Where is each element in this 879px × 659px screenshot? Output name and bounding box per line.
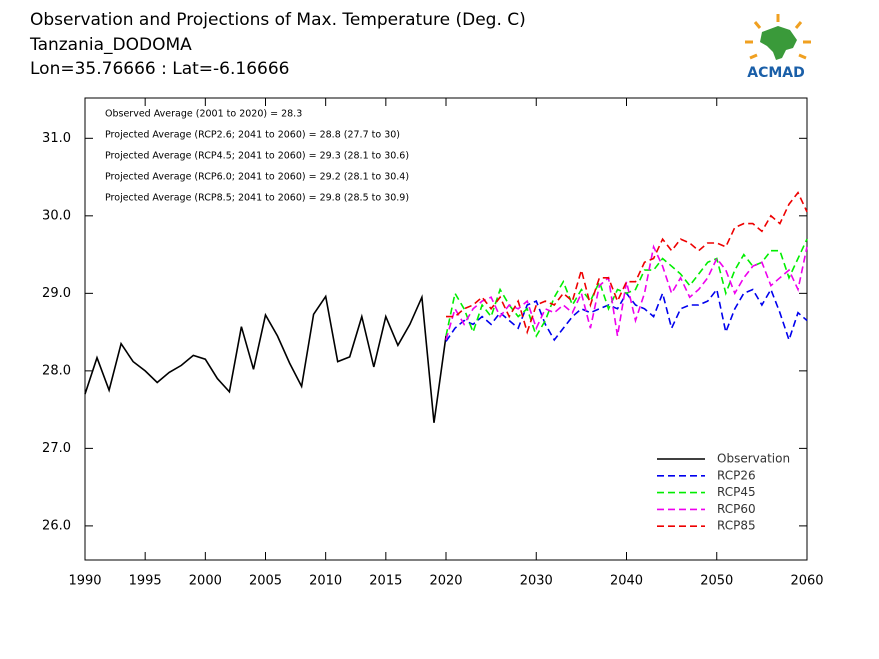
logo: ACMAD (745, 14, 811, 81)
y-tick-label: 28.0 (42, 363, 71, 378)
x-tick-label: 2020 (429, 574, 462, 589)
legend-label: Observation (717, 452, 790, 466)
x-tick-label: 1995 (129, 574, 162, 589)
y-tick-label: 29.0 (42, 286, 71, 301)
chart-title: Observation and Projections of Max. Temp… (30, 10, 526, 30)
legend-label: RCP60 (717, 502, 756, 516)
x-tick-label: 1990 (68, 574, 101, 589)
plot-frame (84, 97, 808, 561)
series-line (445, 244, 808, 341)
y-tick-label: 31.0 (42, 131, 71, 146)
x-tick-label: 2010 (309, 574, 342, 589)
x-tick-label: 2005 (249, 574, 282, 589)
y-tick-label: 30.0 (42, 208, 71, 223)
logo-africa (760, 26, 797, 60)
x-tick-label: 2050 (700, 574, 733, 589)
location-label: Lon=35.76666 : Lat=-6.16666 (30, 59, 289, 79)
series-line (84, 294, 447, 423)
series-line (445, 238, 808, 338)
chart-subtitle: Tanzania_DODOMA (29, 35, 192, 55)
legend-label: RCP85 (717, 519, 756, 533)
logo-rays (745, 14, 811, 60)
x-tick-label: 2000 (189, 574, 222, 589)
y-tick-label: 27.0 (42, 441, 71, 456)
legend-label: RCP26 (717, 468, 756, 482)
legend-label: RCP45 (717, 485, 756, 499)
annotation: Projected Average (RCP6.0; 2041 to 2060)… (105, 172, 409, 183)
annotation: Projected Average (RCP8.5; 2041 to 2060)… (105, 193, 409, 204)
annotation: Observed Average (2001 to 2020) = 28.3 (105, 109, 302, 120)
x-tick-label: 2040 (610, 574, 643, 589)
series-line (446, 191, 808, 335)
annotation: Projected Average (RCP4.5; 2041 to 2060)… (105, 151, 409, 162)
y-tick-label: 26.0 (42, 518, 71, 533)
x-tick-label: 2015 (369, 574, 402, 589)
annotation: Projected Average (RCP2.6; 2041 to 2060)… (105, 130, 400, 141)
x-tick-label: 2060 (790, 574, 823, 589)
x-tick-label: 2030 (520, 574, 553, 589)
logo-text: ACMAD (747, 65, 805, 81)
